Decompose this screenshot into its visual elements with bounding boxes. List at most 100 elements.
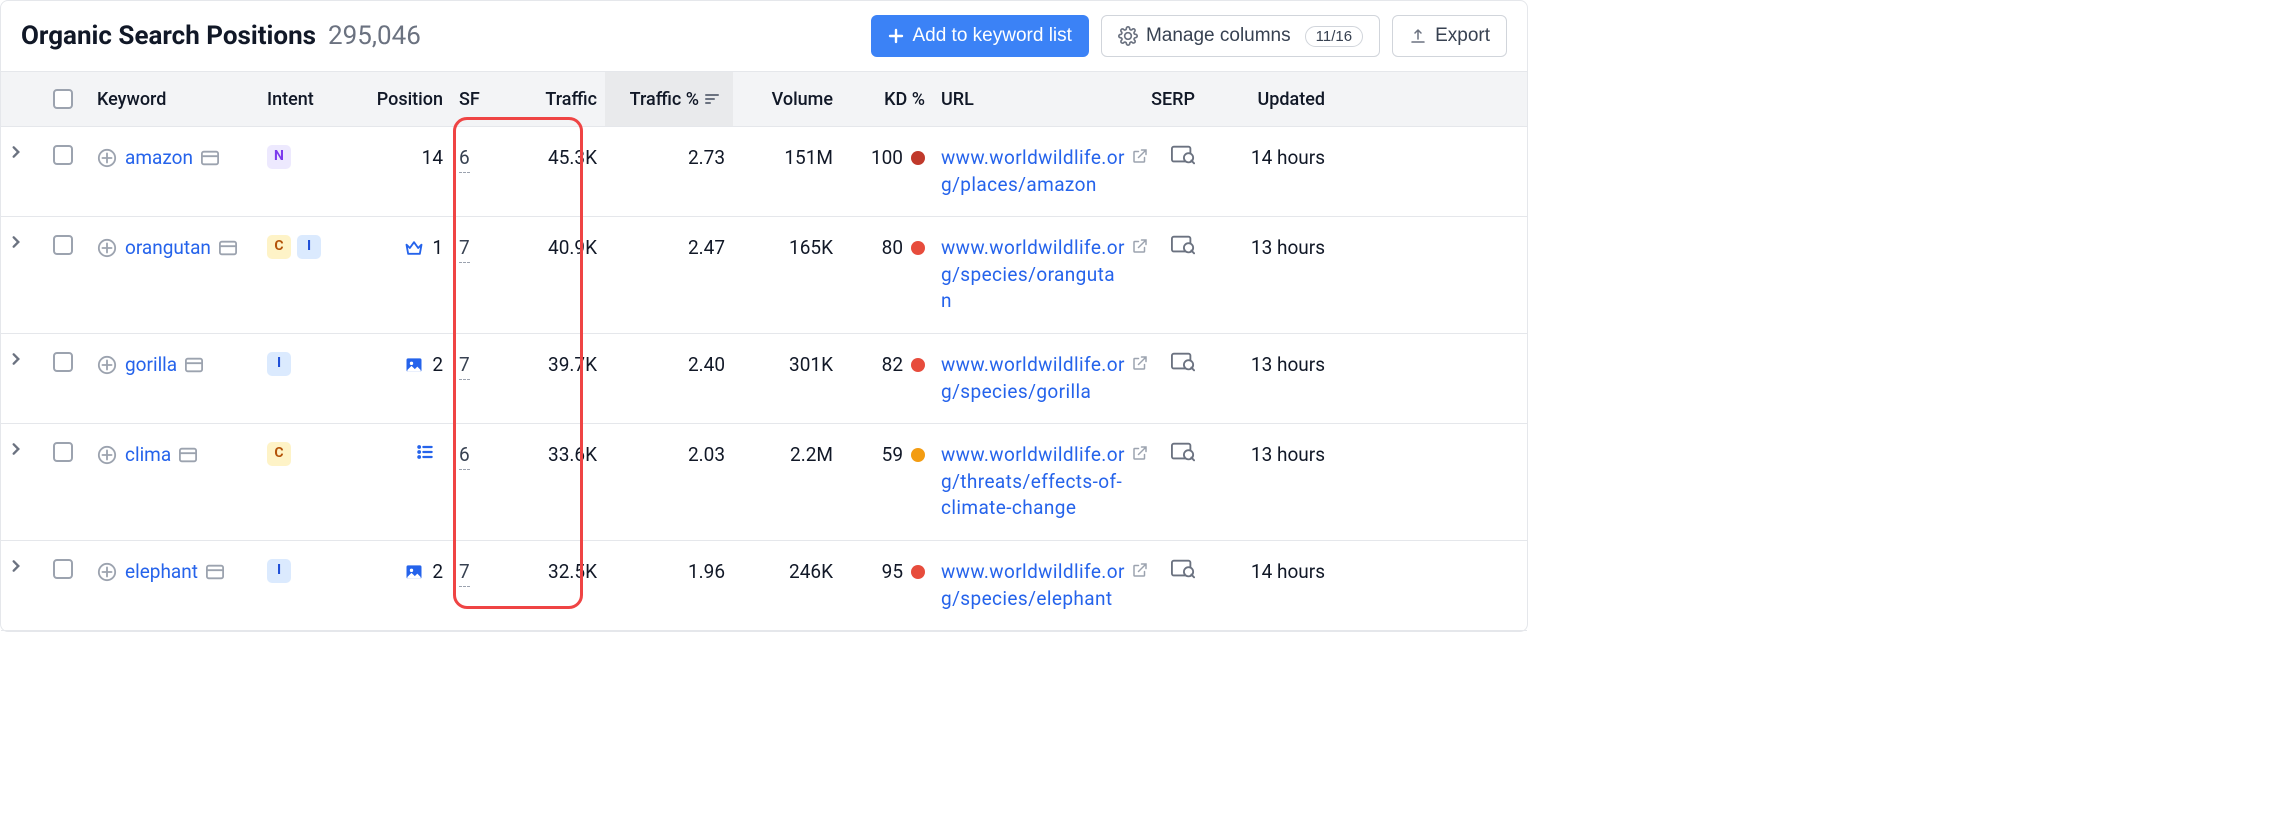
traffic-percent-value: 2.03 [605,442,733,522]
url-link[interactable]: www.worldwildlife.org/threats/effects-of… [941,442,1125,522]
url-link[interactable]: www.worldwildlife.org/species/elephant [941,559,1125,612]
expand-toggle[interactable] [1,145,45,198]
image-icon [404,562,424,582]
add-keyword-icon[interactable] [97,355,117,375]
serp-icon[interactable] [1171,442,1195,462]
intent-cell: C [267,442,291,466]
position-cell: 2 [367,559,443,586]
updated-value: 13 hours [1203,235,1333,315]
row-checkbox[interactable] [53,559,73,579]
external-link-icon[interactable] [1131,354,1149,372]
window-icon[interactable] [185,357,203,373]
col-traffic[interactable]: Traffic [507,89,605,110]
serp-icon[interactable] [1171,145,1195,165]
volume-value: 246K [733,559,841,612]
expand-toggle[interactable] [1,235,45,315]
expand-toggle[interactable] [1,352,45,405]
sf-value[interactable]: 6 [459,145,470,173]
row-checkbox[interactable] [53,352,73,372]
expand-toggle[interactable] [1,559,45,612]
table-header: Keyword Intent Position SF Traffic Traff… [1,71,1527,127]
intent-badge: I [297,235,321,259]
position-cell: 2 [367,352,443,379]
keyword-link[interactable]: elephant [125,559,198,586]
add-keyword-icon[interactable] [97,562,117,582]
col-volume[interactable]: Volume [733,89,841,110]
plus-icon [888,28,904,44]
row-checkbox[interactable] [53,442,73,462]
serp-icon[interactable] [1171,352,1195,372]
export-icon [1409,27,1427,45]
position-cell: 1 [367,235,443,262]
export-button[interactable]: Export [1392,15,1507,57]
sf-value[interactable]: 6 [459,442,470,470]
col-sf[interactable]: SF [451,89,507,110]
manage-columns-button[interactable]: Manage columns 11/16 [1101,15,1380,57]
kd-cell: 100 [849,145,925,172]
col-serp[interactable]: SERP [1153,89,1203,110]
intent-badge: C [267,442,291,466]
intent-cell: CI [267,235,321,259]
external-link-icon[interactable] [1131,147,1149,165]
col-intent[interactable]: Intent [259,89,359,110]
keyword-link[interactable]: clima [125,442,171,469]
table-body: amazon N 14 6 45.3K 2.73 151M 100 www.wo… [1,127,1527,631]
sf-value[interactable]: 7 [459,352,470,380]
kd-cell: 95 [849,559,925,586]
list-icon [415,442,435,462]
add-keyword-icon[interactable] [97,148,117,168]
sf-value[interactable]: 7 [459,559,470,587]
expand-toggle[interactable] [1,442,45,522]
keyword-link[interactable]: gorilla [125,352,177,379]
col-url[interactable]: URL [933,89,1153,110]
volume-value: 165K [733,235,841,315]
window-icon[interactable] [179,447,197,463]
intent-badge: I [267,352,291,376]
url-link[interactable]: www.worldwildlife.org/species/gorilla [941,352,1125,405]
external-link-icon[interactable] [1131,237,1149,255]
crown-icon [404,238,424,258]
kd-dot [911,358,925,372]
table-row: gorilla I 2 7 39.7K 2.40 301K 82 www.wor… [1,334,1527,424]
external-link-icon[interactable] [1131,561,1149,579]
add-keyword-icon[interactable] [97,445,117,465]
traffic-value: 40.9K [507,235,605,315]
external-link-icon[interactable] [1131,444,1149,462]
traffic-percent-value: 2.73 [605,145,733,198]
intent-cell: I [267,352,291,376]
traffic-percent-value: 2.47 [605,235,733,315]
add-to-keyword-list-button[interactable]: Add to keyword list [871,15,1088,57]
col-traffic-percent[interactable]: Traffic % [605,72,733,126]
kd-cell: 82 [849,352,925,379]
intent-cell: N [267,145,291,169]
url-link[interactable]: www.worldwildlife.org/places/amazon [941,145,1125,198]
serp-icon[interactable] [1171,559,1195,579]
serp-icon[interactable] [1171,235,1195,255]
row-checkbox[interactable] [53,145,73,165]
sf-value[interactable]: 7 [459,235,470,263]
col-kd[interactable]: KD % [841,89,933,110]
columns-count-pill: 11/16 [1305,26,1363,47]
kd-cell: 80 [849,235,925,262]
col-updated[interactable]: Updated [1203,89,1333,110]
keyword-link[interactable]: orangutan [125,235,211,262]
position-cell: 14 [367,145,443,172]
table-row: orangutan CI 1 7 40.9K 2.47 165K 80 www.… [1,217,1527,334]
window-icon[interactable] [219,240,237,256]
col-keyword[interactable]: Keyword [89,89,259,110]
row-checkbox[interactable] [53,235,73,255]
url-link[interactable]: www.worldwildlife.org/species/orangutan [941,235,1125,315]
window-icon[interactable] [206,564,224,580]
window-icon[interactable] [201,150,219,166]
add-keyword-icon[interactable] [97,238,117,258]
volume-value: 2.2M [733,442,841,522]
intent-badge: I [267,559,291,583]
kd-cell: 59 [849,442,925,469]
gear-icon [1118,26,1138,46]
col-position[interactable]: Position [359,89,451,110]
keyword-link[interactable]: amazon [125,145,193,172]
select-all-checkbox[interactable] [53,89,73,109]
updated-value: 13 hours [1203,442,1333,522]
volume-value: 301K [733,352,841,405]
traffic-value: 45.3K [507,145,605,198]
